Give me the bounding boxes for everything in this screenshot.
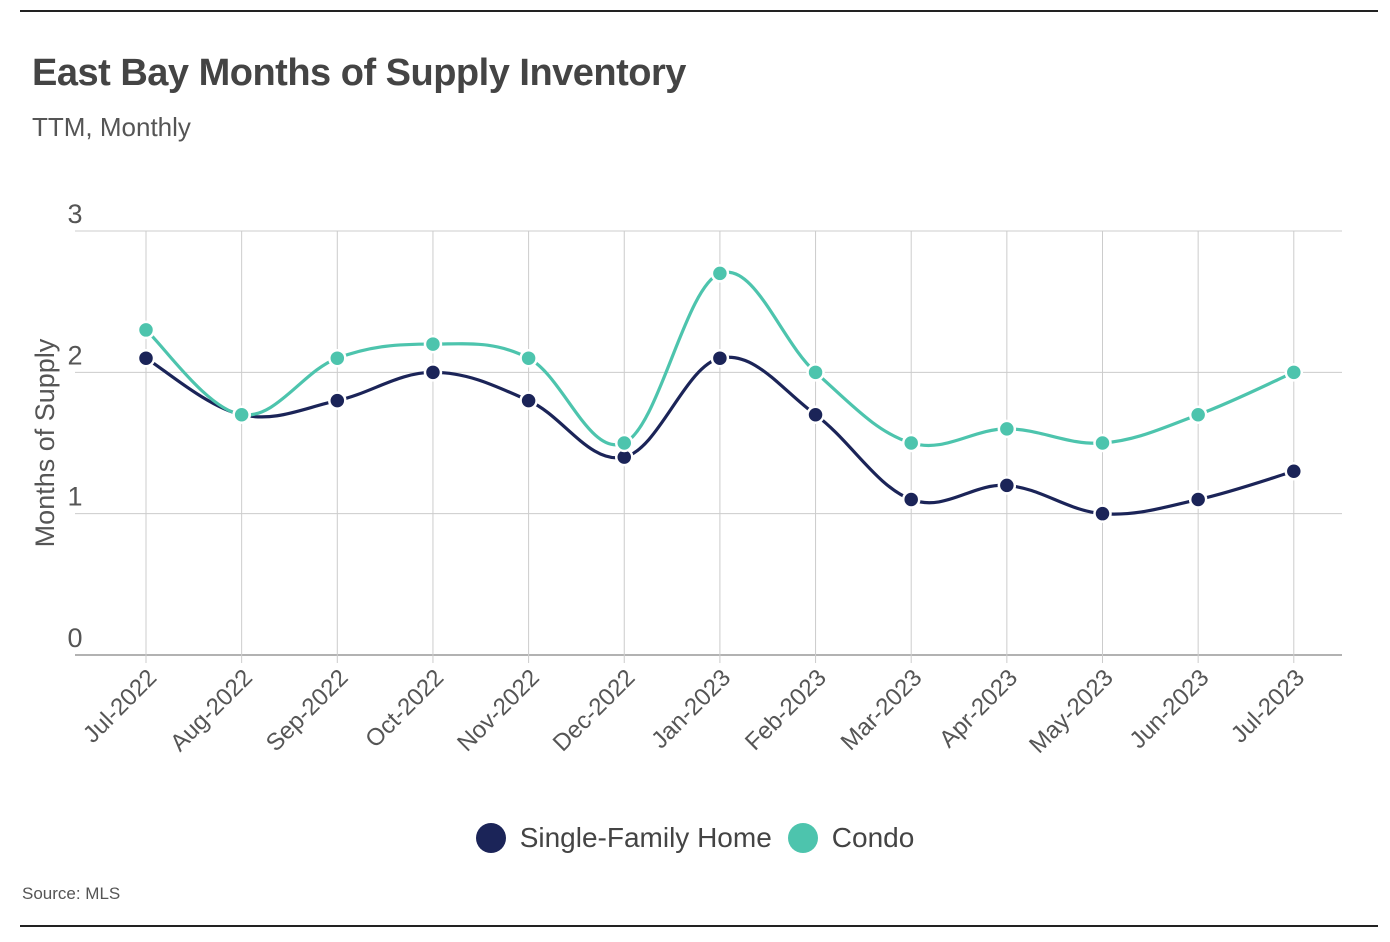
data-point-sfh xyxy=(1284,462,1304,481)
x-tick-label: Apr-2023 xyxy=(934,664,1023,753)
y-tick-labels: 0 1 2 3 xyxy=(67,199,82,653)
x-tick-label: Jul-2023 xyxy=(1226,664,1310,748)
data-point-condo xyxy=(519,348,538,368)
x-tick-label: Jan-2023 xyxy=(646,664,736,754)
data-point-condo xyxy=(328,348,347,368)
x-tick-label: Dec-2022 xyxy=(548,664,641,757)
x-tick-label: Jun-2023 xyxy=(1125,664,1215,754)
data-point-sfh xyxy=(519,391,538,410)
y-tick-label: 3 xyxy=(67,199,82,229)
source-note: Source: MLS xyxy=(22,884,121,903)
y-tick-label: 0 xyxy=(67,623,82,653)
data-point-condo xyxy=(901,433,921,453)
y-tick-label: 2 xyxy=(67,340,82,370)
legend-label-sfh: Single-Family Home xyxy=(519,822,772,853)
series-layer xyxy=(136,264,1304,523)
x-tick-label: Nov-2022 xyxy=(452,664,545,757)
x-tick-label: Feb-2023 xyxy=(740,664,832,756)
x-tick-label: Jul-2022 xyxy=(78,664,162,748)
legend-swatch-sfh xyxy=(475,823,506,853)
data-point-condo xyxy=(615,433,634,453)
x-tick-labels: Jul-2022 Aug-2022 Sep-2022 Oct-2022 Nov-2022… xyxy=(78,664,1310,759)
y-axis-label: Months of Supply xyxy=(30,338,60,547)
data-point-sfh xyxy=(1093,504,1112,523)
data-point-sfh xyxy=(806,405,825,424)
x-tick-label: Oct-2022 xyxy=(360,664,449,753)
data-point-condo xyxy=(1188,405,1208,424)
data-point-condo xyxy=(1093,433,1112,453)
data-point-condo xyxy=(1284,363,1304,382)
data-point-sfh xyxy=(423,363,443,382)
data-point-condo xyxy=(997,419,1017,439)
data-point-sfh xyxy=(901,490,921,509)
data-point-sfh xyxy=(1188,490,1208,509)
grid-layer xyxy=(75,230,1342,663)
legend-item-sfh: Single-Family Home xyxy=(475,822,772,854)
top-rule xyxy=(20,10,1378,12)
x-tick-label: Sep-2022 xyxy=(261,664,354,757)
x-tick-label: May-2023 xyxy=(1024,664,1119,759)
x-tick-label: Aug-2022 xyxy=(165,664,258,757)
data-point-condo xyxy=(232,405,251,424)
legend-item-condo: Condo xyxy=(787,822,915,854)
data-point-condo xyxy=(710,264,730,283)
data-point-sfh xyxy=(997,476,1017,495)
data-point-sfh xyxy=(710,348,730,368)
data-point-condo xyxy=(136,320,156,340)
y-tick-label: 1 xyxy=(67,482,82,512)
data-point-condo xyxy=(806,363,825,382)
x-tick-label: Mar-2023 xyxy=(836,664,928,756)
legend-label-condo: Condo xyxy=(831,822,915,853)
legend-swatch-condo xyxy=(787,823,818,853)
data-point-condo xyxy=(423,334,443,354)
chart-subtitle: TTM, Monthly xyxy=(32,112,191,142)
bottom-rule xyxy=(20,925,1378,927)
legend: Single-Family Home Condo xyxy=(0,822,1390,854)
chart-title: East Bay Months of Supply Inventory xyxy=(32,52,686,94)
data-point-sfh xyxy=(136,348,156,368)
data-point-sfh xyxy=(328,391,347,410)
line-chart: 0 1 2 3 Jul-2022 Aug-2022 Sep-2022 Oct-2022 Nov… xyxy=(30,199,1342,759)
